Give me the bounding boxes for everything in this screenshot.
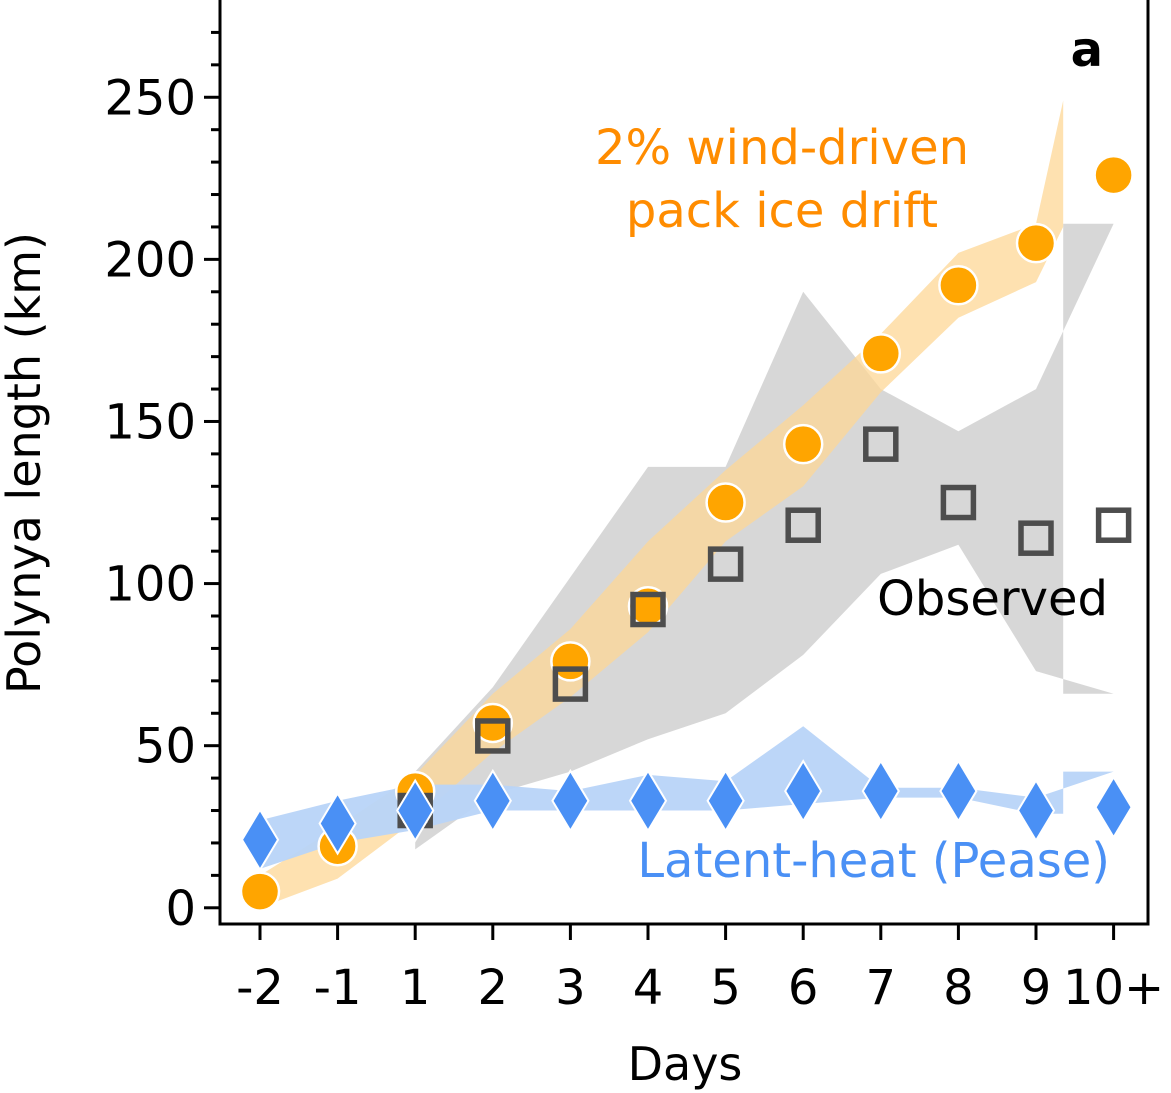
x-tick-label: 5 bbox=[710, 960, 741, 1016]
pease-band bbox=[260, 726, 1114, 869]
pease-point bbox=[861, 759, 900, 824]
x-tick-label: 9 bbox=[1021, 960, 1052, 1016]
observed-band bbox=[415, 223, 1114, 850]
y-tick-label: 200 bbox=[104, 232, 196, 288]
pease-point bbox=[396, 778, 435, 843]
pease-point bbox=[939, 759, 978, 824]
x-tick-label: -1 bbox=[314, 960, 362, 1016]
observed-point bbox=[707, 546, 744, 582]
pease-point bbox=[240, 807, 280, 872]
x-tick-label: 10+ bbox=[1063, 960, 1164, 1016]
observed-point bbox=[1018, 520, 1054, 556]
x-tick-label: 7 bbox=[866, 960, 897, 1016]
pease-label: Latent-heat (Pease) bbox=[637, 833, 1110, 889]
x-tick-label: 3 bbox=[555, 960, 586, 1016]
pease-point bbox=[473, 768, 512, 833]
pease-point bbox=[628, 768, 668, 833]
observed-point bbox=[475, 718, 511, 754]
panel-label: a bbox=[1071, 22, 1103, 78]
wind-point bbox=[782, 423, 824, 465]
observed-point bbox=[552, 666, 589, 702]
x-tick-label: 8 bbox=[943, 960, 974, 1016]
x-tick-label: 1 bbox=[400, 960, 431, 1016]
y-tick-label: 250 bbox=[104, 70, 196, 126]
observed-label: Observed bbox=[877, 571, 1108, 627]
x-axis: -2 -1 1 2 3 4 5 6 7 8 9 10+ bbox=[236, 924, 1164, 1016]
wind-point bbox=[1093, 154, 1134, 196]
wind-point bbox=[239, 871, 281, 912]
x-tick-label: 2 bbox=[478, 960, 509, 1016]
x-axis-title: Days bbox=[628, 1037, 743, 1091]
x-tick-label: -2 bbox=[236, 960, 284, 1016]
y-tick-label: 50 bbox=[135, 719, 196, 775]
pease-point bbox=[318, 791, 357, 856]
y-tick-label: 0 bbox=[165, 881, 196, 937]
wind-point bbox=[860, 333, 902, 374]
wind-point bbox=[938, 265, 979, 306]
x-tick-label: 4 bbox=[633, 960, 664, 1016]
pease-point bbox=[784, 759, 823, 824]
y-tick-label: 100 bbox=[104, 557, 196, 613]
pease-point bbox=[1016, 778, 1056, 843]
wind-label-line-2: pack ice drift bbox=[626, 183, 938, 239]
y-tick-label: 150 bbox=[104, 394, 196, 450]
x-tick-label: 6 bbox=[788, 960, 819, 1016]
wind-label-line-1: 2% wind-driven bbox=[595, 120, 969, 176]
y-axis: 0 50 100 150 200 250 bbox=[104, 30, 220, 937]
observed-point bbox=[1095, 507, 1132, 543]
data-markers bbox=[239, 154, 1134, 912]
observed-point bbox=[863, 426, 899, 462]
plot-area-frame bbox=[218, 0, 1150, 926]
pease-point bbox=[551, 768, 590, 833]
observed-point bbox=[630, 591, 666, 628]
pease-point bbox=[1094, 775, 1133, 840]
observed-point bbox=[785, 507, 821, 543]
wind-point bbox=[1015, 222, 1057, 264]
wind-point bbox=[705, 482, 746, 523]
pease-point bbox=[706, 768, 745, 833]
y-axis-title: Polynya length (km) bbox=[0, 232, 51, 694]
observed-point bbox=[940, 484, 977, 521]
